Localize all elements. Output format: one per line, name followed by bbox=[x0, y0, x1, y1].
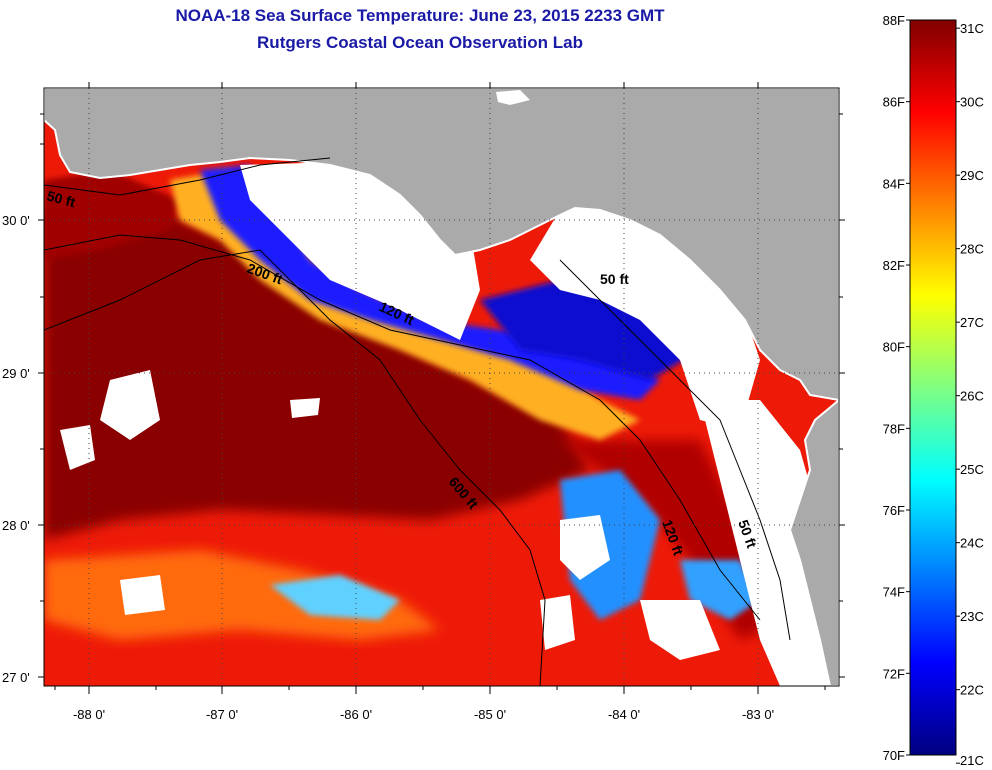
sst-band bbox=[44, 550, 440, 640]
depth-contour bbox=[44, 234, 761, 621]
map-ticks bbox=[38, 82, 845, 694]
land-area bbox=[788, 398, 839, 686]
sst-band bbox=[560, 470, 660, 620]
lon-label: -88 0' bbox=[73, 707, 105, 722]
colorbar-f-label: 88F bbox=[883, 13, 905, 28]
colorbar-c-label: 27C bbox=[960, 315, 984, 330]
depth-contour bbox=[559, 259, 791, 641]
lat-label: 29 0' bbox=[2, 366, 30, 381]
colorbar-c-label: 26C bbox=[960, 389, 984, 404]
colorbar-c-label: 24C bbox=[960, 536, 984, 551]
no-data-area bbox=[700, 400, 839, 686]
lon-label: -85 0' bbox=[474, 707, 506, 722]
colorbar-f-label: 76F bbox=[883, 503, 905, 518]
colorbar-f-label: 86F bbox=[883, 95, 905, 110]
depth-contour bbox=[44, 157, 331, 196]
no-data-area bbox=[560, 515, 610, 580]
colorbar-c-label: 31C bbox=[960, 21, 984, 36]
lat-label: 30 0' bbox=[2, 213, 30, 228]
colorbar-f-label: 72F bbox=[883, 666, 905, 681]
land-area bbox=[44, 88, 839, 402]
map-title: NOAA-18 Sea Surface Temperature: June 23… bbox=[175, 6, 665, 25]
colorbar-f-ticks: 88F 86F 84F 82F 80F 78F 76F 74F 72F 70F bbox=[883, 13, 910, 763]
no-data-area bbox=[540, 595, 575, 650]
colorbar-f-label: 78F bbox=[883, 421, 905, 436]
no-data-area bbox=[100, 370, 160, 440]
lon-label: -84 0' bbox=[608, 707, 640, 722]
no-data-area bbox=[640, 600, 720, 660]
lake bbox=[496, 90, 530, 105]
colorbar-f-label: 80F bbox=[883, 340, 905, 355]
colorbar-scale bbox=[909, 19, 957, 756]
lon-label: -86 0' bbox=[340, 707, 372, 722]
colorbar-c-ticks: 31C 30C 29C 28C 27C 26C 25C 24C 23C 22C 21C bbox=[956, 21, 984, 768]
lon-label: -83 0' bbox=[742, 707, 774, 722]
lat-label: 27 0' bbox=[2, 670, 30, 685]
map-subtitle: Rutgers Coastal Ocean Observation Lab bbox=[257, 33, 583, 52]
sst-band bbox=[270, 575, 400, 620]
colorbar-f-label: 84F bbox=[883, 176, 905, 191]
colorbar-f-label: 74F bbox=[883, 585, 905, 600]
lat-label: 28 0' bbox=[2, 518, 30, 533]
colorbar-c-label: 25C bbox=[960, 462, 984, 477]
colorbar-c-label: 29C bbox=[960, 168, 984, 183]
colorbar-f-label: 70F bbox=[883, 748, 905, 763]
map-frame: 50 ft 200 ft 120 ft 600 ft 50 ft 120 ft … bbox=[44, 88, 839, 686]
sst-hot-region bbox=[44, 205, 590, 540]
sst-hot-region bbox=[44, 170, 180, 260]
no-data-area bbox=[60, 425, 95, 470]
no-data-area bbox=[530, 200, 760, 430]
map-border bbox=[43, 87, 840, 687]
colorbar-c-label: 22C bbox=[960, 683, 984, 698]
colorbar-f-label: 82F bbox=[883, 258, 905, 273]
colorbar-c-label: 28C bbox=[960, 242, 984, 257]
no-data-area bbox=[120, 575, 165, 615]
lon-label: -87 0' bbox=[206, 707, 238, 722]
contour-label: 50 ft bbox=[600, 271, 629, 287]
no-data-area bbox=[290, 398, 320, 418]
contour-label: 50 ft bbox=[45, 187, 77, 210]
colorbar-c-label: 30C bbox=[960, 95, 984, 110]
colorbar-c-label: 21C bbox=[960, 753, 984, 768]
colorbar-c-label: 23C bbox=[960, 609, 984, 624]
depth-contour bbox=[44, 249, 546, 686]
